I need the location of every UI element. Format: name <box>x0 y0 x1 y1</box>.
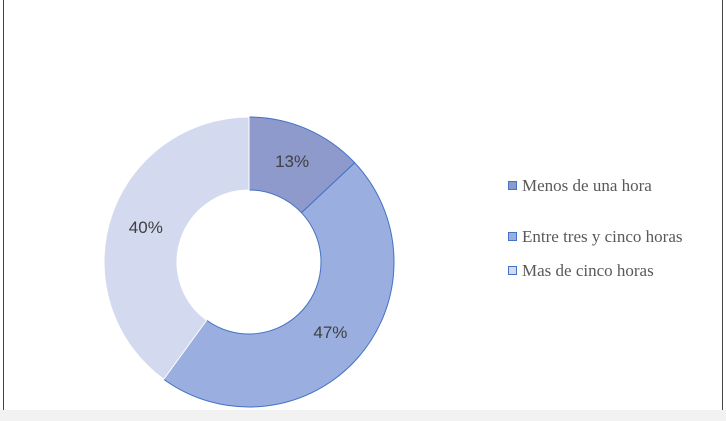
bottom-strip <box>0 410 726 421</box>
legend-swatch <box>508 181 517 190</box>
border-left <box>3 0 4 410</box>
donut-slice <box>103 116 250 381</box>
legend-item: Menos de una hora <box>508 174 688 198</box>
legend-item: Mas de cinco horas <box>508 259 688 283</box>
data-label: 47% <box>313 323 347 342</box>
border-right <box>722 0 723 410</box>
legend-label: Menos de una hora <box>522 176 652 195</box>
legend-label: Entre tres y cinco horas <box>522 227 683 246</box>
legend: Menos de una hora Entre tres y cinco hora… <box>508 174 688 283</box>
legend-swatch <box>508 232 517 241</box>
legend-item: Entre tres y cinco horas <box>508 225 688 249</box>
legend-label: Mas de cinco horas <box>522 261 654 280</box>
data-label: 13% <box>275 152 309 171</box>
data-label: 40% <box>129 218 163 237</box>
legend-swatch <box>508 266 517 275</box>
donut-slice <box>163 162 395 408</box>
